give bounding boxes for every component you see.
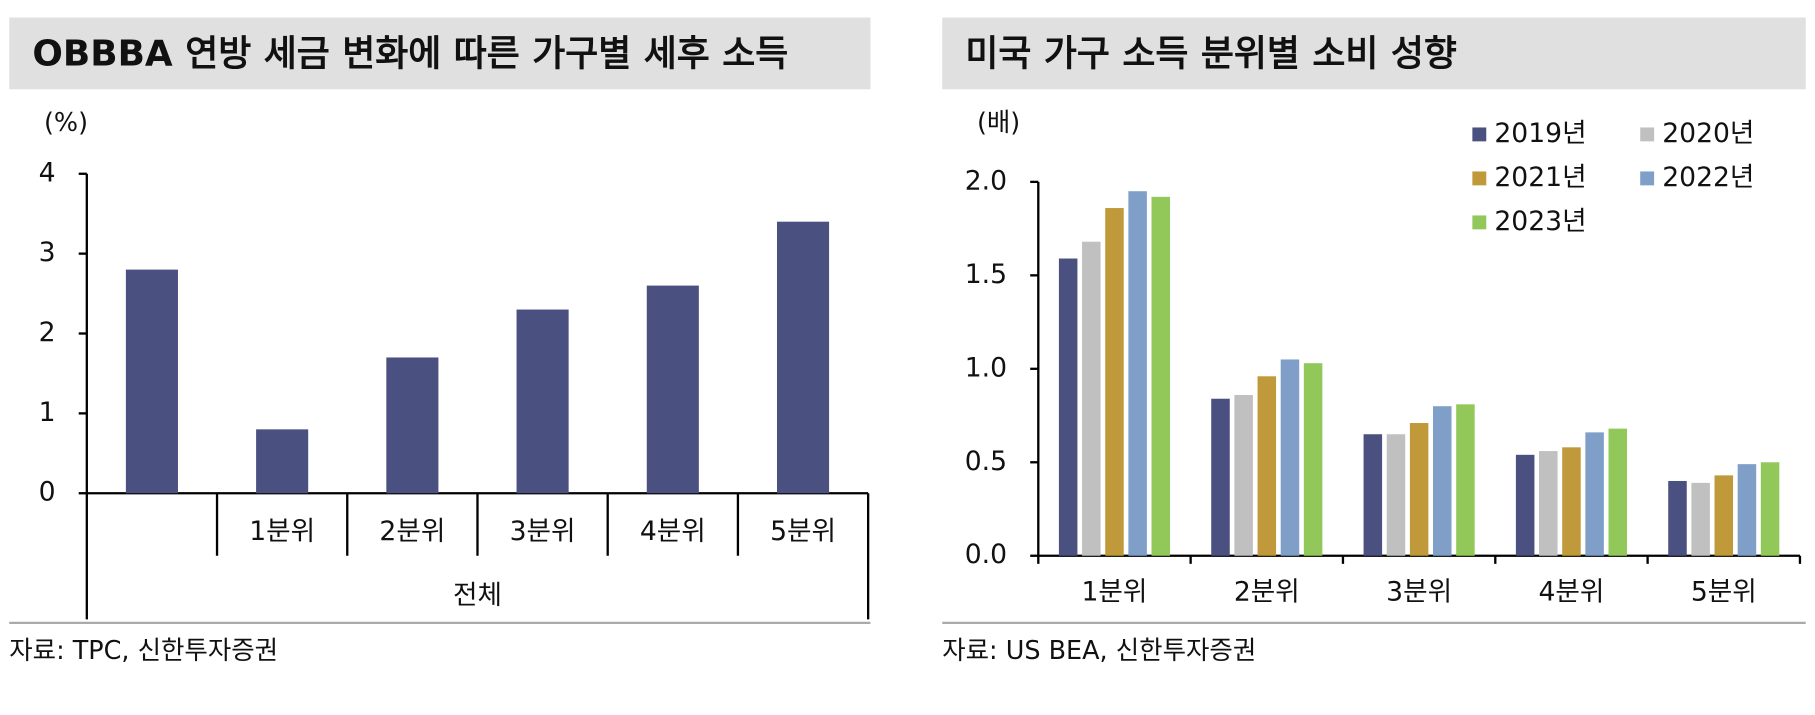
x-tick-label: 3분위 xyxy=(510,516,576,547)
y-tick-label: 1.5 xyxy=(965,259,1007,290)
bar xyxy=(1082,241,1101,556)
legend-label: 2020년 xyxy=(1662,118,1754,149)
bar xyxy=(1128,191,1147,556)
bar xyxy=(1105,208,1124,556)
bar xyxy=(646,285,699,494)
chart-title: 미국 가구 소득 분위별 소비 성향 xyxy=(965,34,1457,75)
x-tick-label: 1분위 xyxy=(1082,576,1148,607)
bar xyxy=(1234,394,1253,556)
bar xyxy=(1585,432,1604,556)
x-tick-label: 1분위 xyxy=(249,516,315,547)
legend-swatch xyxy=(1472,215,1487,230)
bar xyxy=(1515,454,1535,556)
bar xyxy=(1737,464,1757,556)
bar xyxy=(1058,258,1078,556)
y-tick-label: 2 xyxy=(39,317,56,348)
y-tick-label: 0.0 xyxy=(965,539,1007,570)
bar xyxy=(1433,406,1452,556)
bar xyxy=(1456,404,1475,556)
x-tick-label: 5분위 xyxy=(1691,576,1757,607)
unit-label: (%) xyxy=(44,108,88,138)
x-tick-label: 5분위 xyxy=(770,516,836,547)
bar xyxy=(125,269,178,494)
bar xyxy=(386,357,439,494)
bar xyxy=(776,221,830,494)
bar xyxy=(516,309,569,494)
source: 자료: TPC, 신한투자증권 xyxy=(9,636,278,666)
source: 자료: US BEA, 신한투자증권 xyxy=(942,636,1256,666)
bar xyxy=(1211,398,1230,556)
y-tick-label: 3 xyxy=(39,237,56,268)
x-tick-label: 4분위 xyxy=(640,516,706,547)
unit-label: (배) xyxy=(977,108,1020,138)
chart-title: OBBBA 연방 세금 변화에 따른 가구별 세후 소득 xyxy=(32,34,788,75)
bar xyxy=(256,429,309,494)
bar xyxy=(1409,423,1429,556)
bar xyxy=(1562,447,1581,556)
y-tick-label: 4 xyxy=(39,157,56,188)
legend-label: 2022년 xyxy=(1662,162,1754,193)
title-band xyxy=(9,17,871,90)
x-tick-label: 2분위 xyxy=(379,516,445,547)
legend-label: 2021년 xyxy=(1494,162,1586,193)
y-tick-label: 0.5 xyxy=(965,446,1007,477)
x-tick-label: 2분위 xyxy=(1234,576,1300,607)
bar xyxy=(1760,462,1780,556)
legend-label: 2023년 xyxy=(1494,206,1586,237)
bar xyxy=(1691,482,1710,556)
legend-label: 2019년 xyxy=(1494,118,1586,149)
bar xyxy=(1280,359,1300,556)
bar xyxy=(1608,428,1628,556)
bar xyxy=(1386,434,1406,556)
legend-swatch xyxy=(1472,127,1487,142)
x-group-label: 전체 xyxy=(453,580,502,611)
bar xyxy=(1257,376,1277,556)
bar xyxy=(1363,434,1383,556)
y-tick-label: 1 xyxy=(39,397,56,428)
legend-swatch xyxy=(1640,171,1655,186)
x-tick-label: 4분위 xyxy=(1539,576,1605,607)
y-tick-label: 2.0 xyxy=(965,165,1007,196)
y-tick-label: 0 xyxy=(39,477,56,508)
bar xyxy=(1668,480,1687,556)
title-band xyxy=(942,17,1806,90)
bar xyxy=(1151,196,1171,556)
y-tick-label: 1.0 xyxy=(965,352,1007,383)
bar xyxy=(1714,475,1734,556)
bar xyxy=(1303,363,1323,556)
legend-swatch xyxy=(1640,127,1655,142)
bar xyxy=(1539,451,1558,556)
x-tick-label: 3분위 xyxy=(1386,576,1452,607)
legend-swatch xyxy=(1472,171,1487,186)
